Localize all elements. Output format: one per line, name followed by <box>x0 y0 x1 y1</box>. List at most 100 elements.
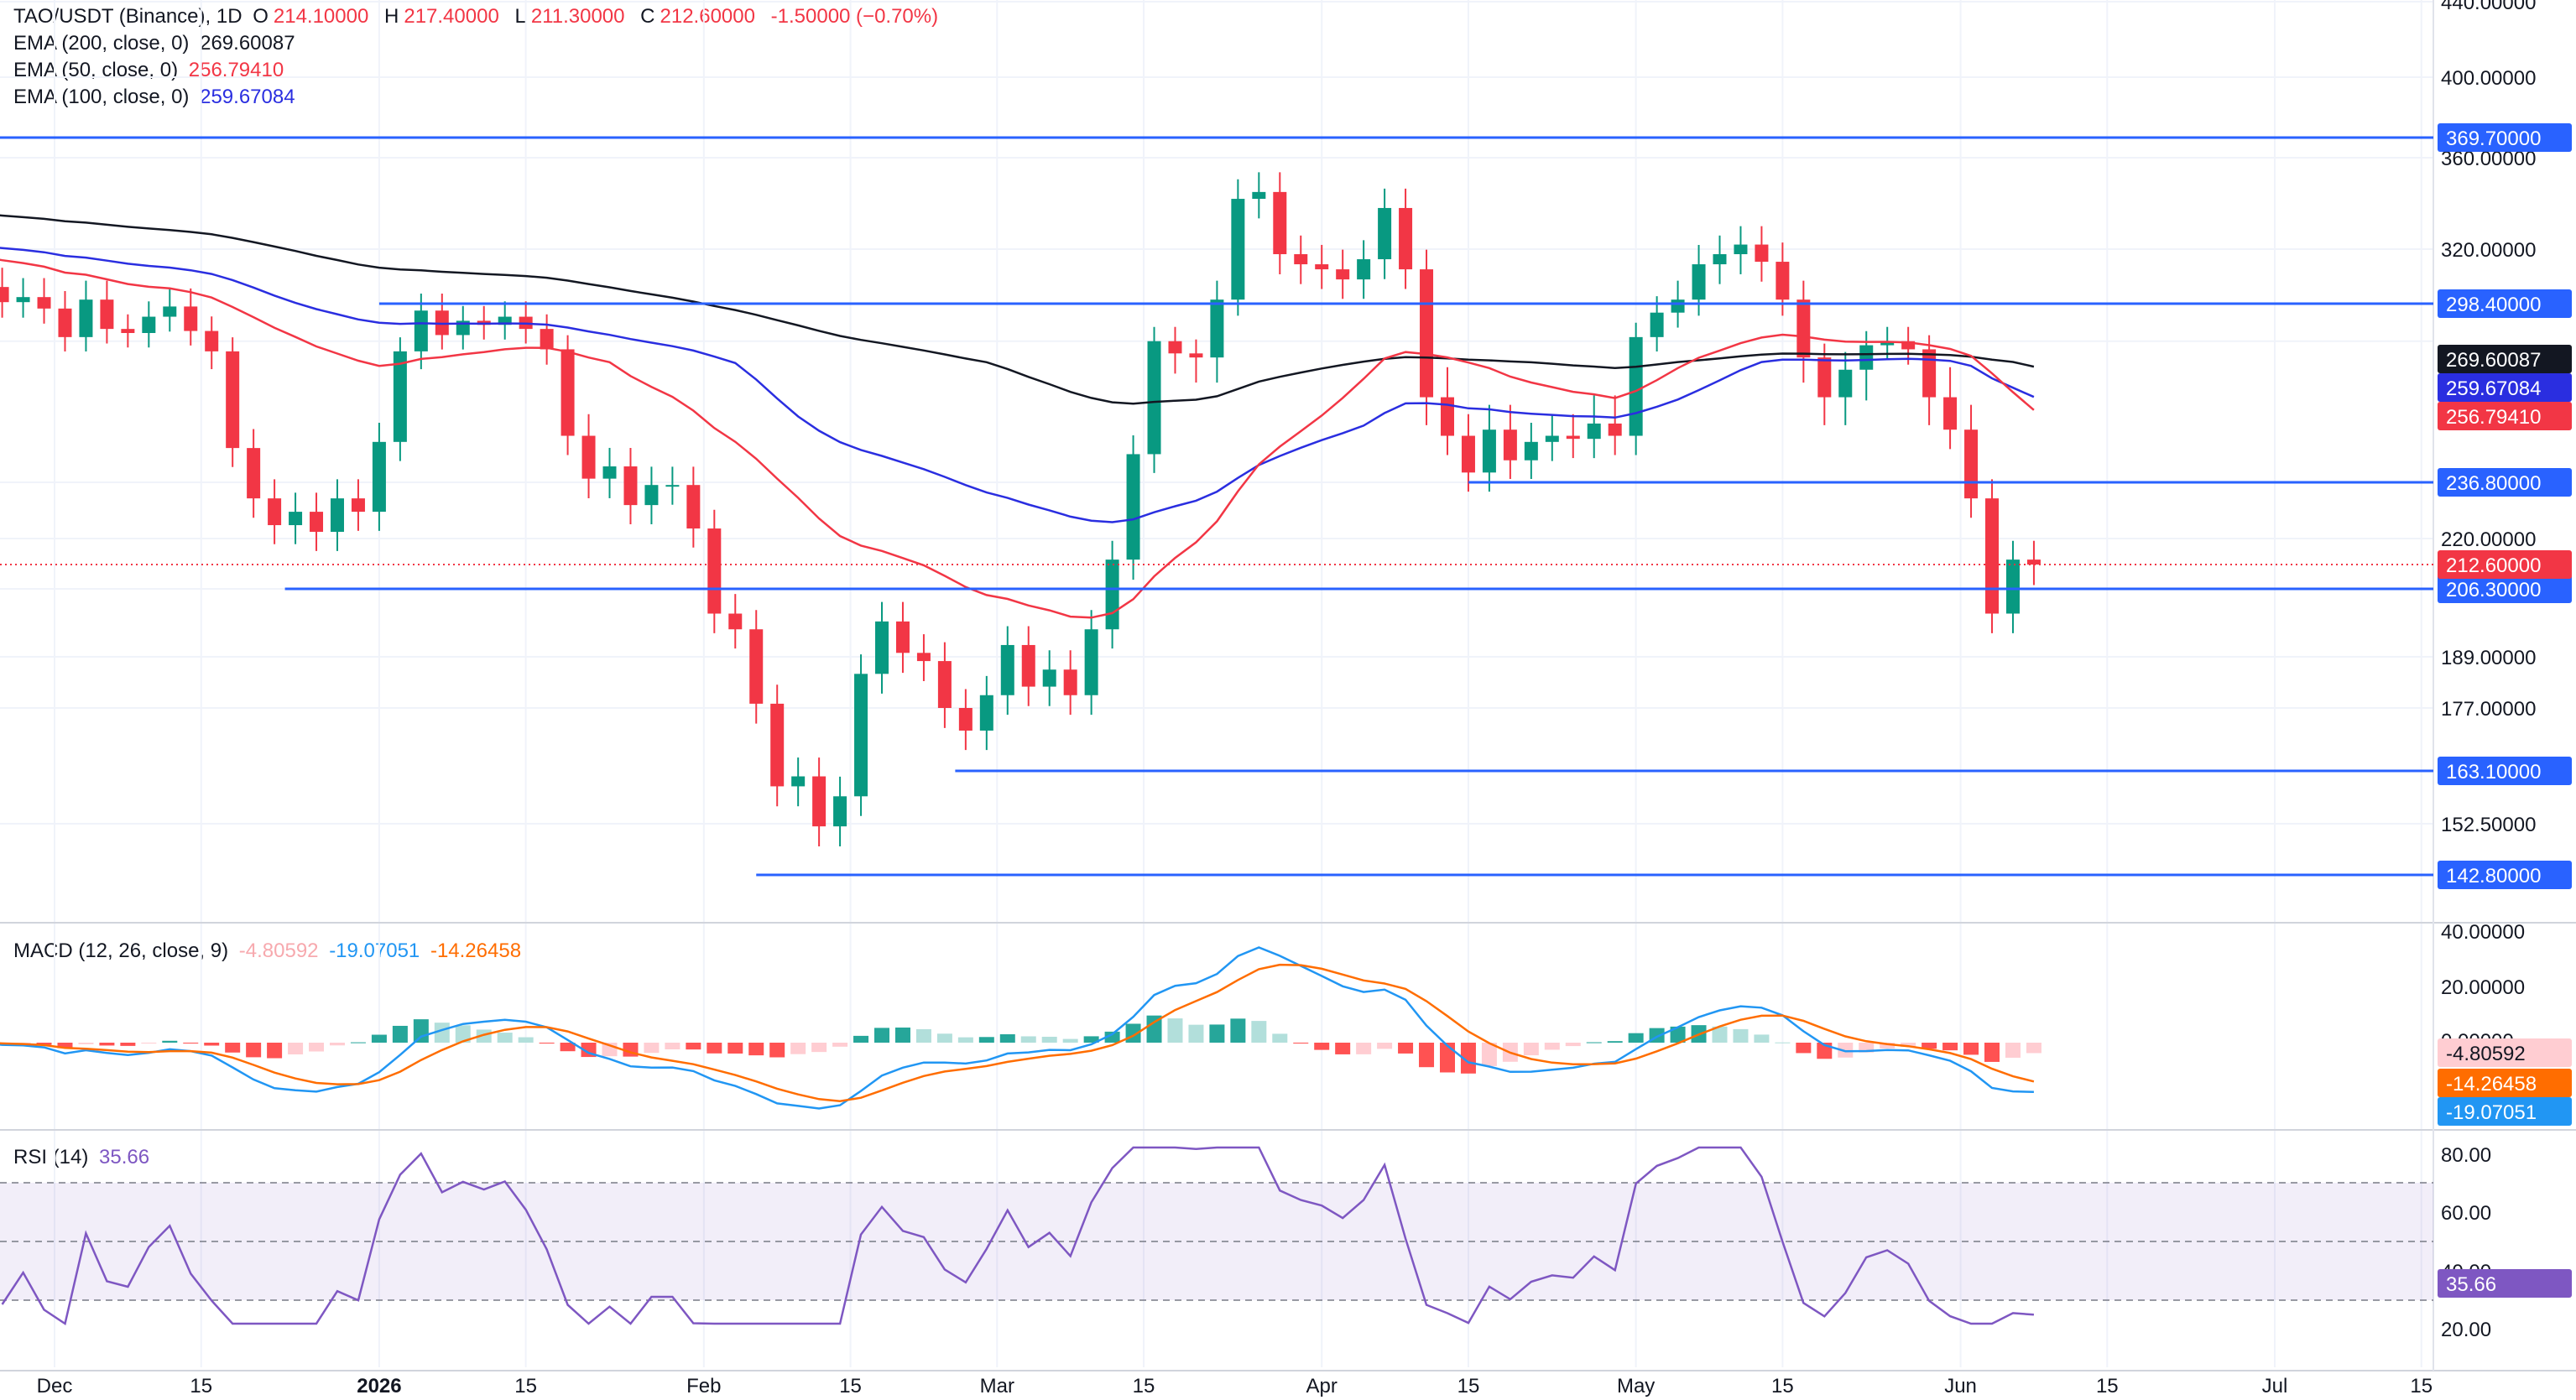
candle-body <box>854 674 868 797</box>
time-tick-label: Apr <box>1306 1375 1338 1397</box>
candle-body <box>1021 644 1035 687</box>
candle-body <box>1378 207 1392 260</box>
macd-hist-bar <box>853 1035 869 1043</box>
candle-body <box>1629 336 1643 436</box>
candle-body <box>226 351 240 449</box>
candle-body <box>37 297 51 309</box>
candle-body <box>1880 341 1895 346</box>
ohlc-legend: TAO/USDT (Binance), 1D O 214.10000 H 217.4… <box>13 3 948 30</box>
macd-hist-bar <box>957 1037 973 1043</box>
candle-body <box>1650 312 1664 337</box>
macd-hist-bar <box>1733 1028 1749 1043</box>
candle-body <box>1776 262 1790 300</box>
time-tick-label: 15 <box>1133 1375 1155 1397</box>
candle-body <box>1168 341 1182 354</box>
candle-body <box>1545 435 1559 442</box>
candle-body <box>1357 259 1371 280</box>
ema100-tag-bg <box>2438 373 2572 402</box>
macd-hist-bar <box>999 1033 1015 1043</box>
macd-hist-bar <box>1922 1043 1937 1049</box>
open-value: 214.10000 <box>273 5 369 28</box>
macd-hist-bar <box>1544 1043 1560 1050</box>
candle-body <box>1692 264 1706 300</box>
ema200-value: 269.60087 <box>200 32 295 55</box>
candle-body <box>1126 454 1140 560</box>
candle-body <box>393 351 407 442</box>
ema50-tag: 256.79410 <box>2446 406 2541 429</box>
time-tick-label: Jul <box>2262 1375 2288 1397</box>
close-label: C <box>640 5 655 28</box>
macd-hist-bar <box>288 1043 304 1054</box>
candle-body <box>875 621 889 674</box>
rsi-label: RSI (14) <box>13 1146 89 1168</box>
high-value: 217.40000 <box>404 5 499 28</box>
ema100-tag: 259.67084 <box>2446 377 2541 400</box>
macd-hist-bar <box>790 1043 806 1054</box>
level-tag-bg <box>2438 468 2572 497</box>
ema100-legend[interactable]: EMA (100, close, 0) 259.67084 <box>13 84 300 111</box>
macd-hist-bar <box>1712 1026 1728 1043</box>
candle-body <box>1817 357 1832 398</box>
ema100-value: 259.67084 <box>200 86 295 108</box>
macd-hist-bar <box>1984 1043 2000 1062</box>
macd-hist-bar <box>1439 1043 1455 1073</box>
candle-body <box>1315 264 1329 270</box>
candle-body <box>979 695 993 731</box>
macd-hist-bar <box>1901 1043 1916 1047</box>
macd-hist-bar <box>748 1043 764 1056</box>
macd-hist-bar <box>1838 1043 1854 1058</box>
rsi-line <box>1 1146 2034 1326</box>
rsi-tick-label: 80.00 <box>2441 1144 2491 1167</box>
candle-body <box>833 796 847 827</box>
macd-hist-bar <box>36 1043 52 1045</box>
candle-body <box>163 306 177 317</box>
ema200-legend[interactable]: EMA (200, close, 0) 269.60087 <box>13 30 300 57</box>
candle-body <box>581 435 596 479</box>
macd-hist-bar <box>832 1043 848 1047</box>
macd-hist-bar <box>455 1025 471 1043</box>
open-label: O <box>253 5 269 28</box>
candle-body <box>1189 353 1203 358</box>
candle-body <box>1922 349 1937 398</box>
candle-body <box>1399 207 1413 270</box>
macd-hist-bar <box>1335 1043 1351 1054</box>
level-tag: 142.80000 <box>2446 865 2541 887</box>
level-tag-bg <box>2438 575 2572 603</box>
macd-legend[interactable]: MACD (12, 26, close, 9) -4.80592 -19.070… <box>13 938 526 965</box>
macd-hist-bar <box>560 1043 576 1052</box>
macd-hist-bar <box>727 1043 743 1054</box>
macd-hist-bar <box>1230 1018 1246 1043</box>
macd-hist-bar <box>1167 1018 1183 1043</box>
macd-signal-tag-bg <box>2438 1069 2572 1097</box>
macd-hist-bar <box>309 1043 325 1052</box>
macd-hist-bar <box>2026 1043 2042 1054</box>
candle-body <box>1420 269 1434 398</box>
candle-body <box>623 466 638 506</box>
price-tick-label: 320.00000 <box>2441 239 2536 262</box>
macd-hist-bar <box>329 1043 345 1046</box>
macd-hist-bar <box>1272 1033 1288 1043</box>
macd-hist-bar <box>371 1034 387 1043</box>
macd-tick-label: 20.00000 <box>2441 976 2525 999</box>
candle-body <box>2005 559 2020 614</box>
candle-body <box>1461 435 1475 473</box>
macd-hist-bar <box>413 1019 429 1043</box>
candle-body <box>749 629 764 704</box>
macd-hist-bar <box>78 1043 94 1044</box>
macd-hist-bar <box>686 1043 701 1050</box>
candle-body <box>1964 429 1979 499</box>
rsi-legend[interactable]: RSI (14) 35.66 <box>13 1144 154 1171</box>
rsi-tick-label: 20.00 <box>2441 1319 2491 1341</box>
candle-body <box>1042 669 1056 687</box>
candle-body <box>351 498 365 513</box>
level-tag: 163.10000 <box>2446 761 2541 783</box>
time-tick-label: 2026 <box>357 1375 401 1397</box>
level-tag-bg <box>2438 861 2572 889</box>
ema200-tag: 269.60087 <box>2446 349 2541 372</box>
candle-body <box>268 498 282 526</box>
macd-hist-bar <box>1565 1043 1581 1047</box>
rsi-value: 35.66 <box>99 1146 150 1168</box>
macd-hist-bar <box>246 1043 262 1058</box>
candle-body <box>0 287 9 303</box>
